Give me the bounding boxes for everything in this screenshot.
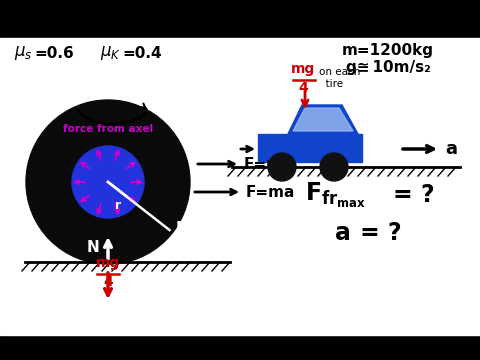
Polygon shape	[293, 108, 353, 131]
Text: $\mu_K$: $\mu_K$	[100, 44, 121, 62]
Text: on each
  tire: on each tire	[319, 67, 360, 89]
Text: r: r	[115, 199, 121, 212]
Text: F=ma: F=ma	[246, 185, 295, 199]
Text: =0.4: =0.4	[122, 45, 162, 60]
Circle shape	[268, 153, 296, 181]
Text: g≅ 10m/s₂: g≅ 10m/s₂	[346, 59, 431, 75]
Circle shape	[72, 146, 144, 218]
Text: m=1200kg: m=1200kg	[342, 42, 434, 58]
Text: a: a	[445, 140, 457, 158]
Text: a: a	[335, 221, 351, 245]
Circle shape	[26, 100, 190, 264]
Text: $\mu_s$: $\mu_s$	[14, 44, 33, 62]
Text: $\mathbf{F_{fr_{max}}}$: $\mathbf{F_{fr_{max}}}$	[305, 180, 366, 210]
Polygon shape	[288, 105, 358, 134]
Circle shape	[320, 153, 348, 181]
Text: mg: mg	[291, 62, 315, 76]
Text: N: N	[86, 240, 99, 256]
Bar	[0, 38, 480, 335]
Text: F=ma: F=ma	[244, 157, 293, 171]
Text: 4: 4	[103, 275, 113, 289]
Text: = ?: = ?	[360, 221, 402, 245]
Text: R: R	[176, 221, 187, 235]
Text: 4: 4	[298, 81, 308, 95]
Text: mg: mg	[96, 256, 120, 270]
Bar	[0, 335, 480, 360]
Bar	[0, 0, 480, 38]
Text: force from axel: force from axel	[63, 124, 153, 134]
Text: =0.6: =0.6	[34, 45, 74, 60]
Bar	[258, 134, 362, 162]
Text: = ?: = ?	[393, 183, 434, 207]
